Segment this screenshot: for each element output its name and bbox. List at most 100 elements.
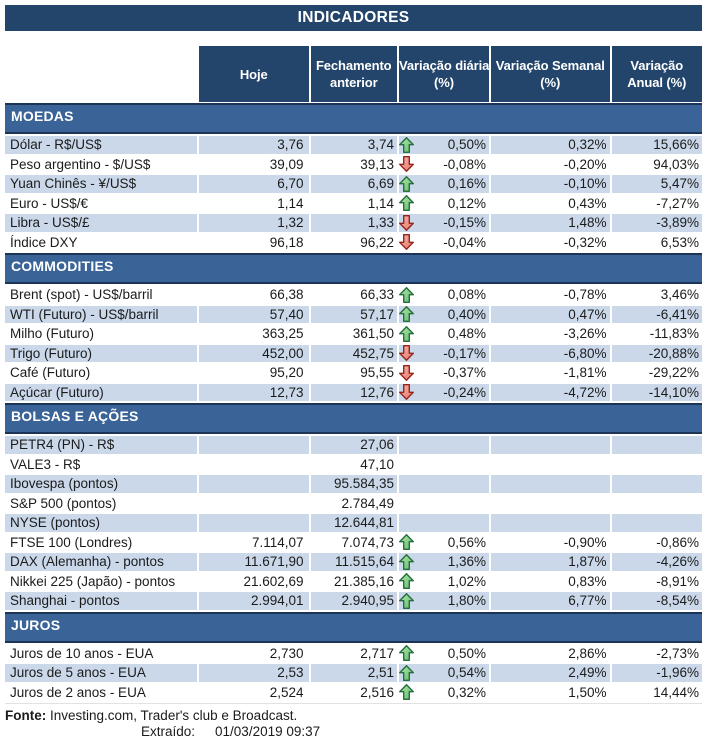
fechamento-anterior-value: 21.385,16 — [310, 572, 399, 592]
section-title: MOEDAS — [5, 103, 702, 134]
fechamento-anterior-value: 11.515,64 — [310, 553, 399, 573]
variacao-semanal-value: -0,90% — [491, 533, 612, 553]
hoje-value: 2,524 — [199, 683, 311, 703]
variacao-anual-value: -2,73% — [611, 644, 702, 664]
variacao-semanal-value: 6,77% — [491, 592, 612, 612]
section-title: BOLSAS E AÇÕES — [5, 403, 702, 434]
hoje-value: 452,00 — [199, 344, 311, 364]
fechamento-anterior-value: 2.940,95 — [310, 592, 399, 612]
row-label: Dólar - R$/US$ — [5, 136, 199, 156]
variacao-diaria-value: 0,12% — [447, 195, 486, 211]
fechamento-anterior-value: 27,06 — [310, 436, 399, 456]
row-label: Brent (spot) - US$/barril — [5, 286, 199, 306]
down-arrow-icon — [399, 364, 414, 381]
variacao-diaria-cell — [399, 436, 491, 456]
row-label: Café (Futuro) — [5, 364, 199, 384]
variacao-anual-value: -11,83% — [611, 325, 702, 345]
fechamento-anterior-value: 66,33 — [310, 286, 399, 306]
up-arrow-icon — [399, 645, 414, 662]
variacao-diaria-value: -0,15% — [443, 215, 486, 231]
up-arrow-icon — [399, 553, 414, 570]
variacao-diaria-cell — [399, 494, 491, 514]
table-row: Índice DXY 96,18 96,22 -0,04% -0,32% 6,5… — [5, 233, 702, 253]
column-header-line: (%) — [434, 75, 454, 90]
row-label: PETR4 (PN) - R$ — [5, 436, 199, 456]
table-row: Trigo (Futuro) 452,00 452,75 -0,17% -6,8… — [5, 344, 702, 364]
hoje-value — [199, 436, 311, 456]
fechamento-anterior-value: 47,10 — [310, 455, 399, 475]
row-label: WTI (Futuro) - US$/barril — [5, 305, 199, 325]
hoje-value: 2,730 — [199, 644, 311, 664]
hoje-value: 7.114,07 — [199, 533, 311, 553]
variacao-diaria-cell: -0,08% — [399, 155, 491, 175]
spacer-cell — [5, 134, 702, 136]
variacao-diaria-value: -0,17% — [443, 345, 486, 361]
fechamento-anterior-value: 452,75 — [310, 344, 399, 364]
hoje-value: 363,25 — [199, 325, 311, 345]
fechamento-anterior-value: 7.074,73 — [310, 533, 399, 553]
variacao-anual-value: 15,66% — [611, 136, 702, 156]
variacao-semanal-value: 2,86% — [491, 644, 612, 664]
variacao-diaria-value: -0,08% — [443, 156, 486, 172]
table-row: Açúcar (Futuro) 12,73 12,76 -0,24% -4,72… — [5, 383, 702, 403]
section-spacer — [5, 434, 702, 436]
header-row: Hoje Fechamento anterior Variação diária (… — [5, 46, 702, 103]
row-label: Nikkei 225 (Japão) - pontos — [5, 572, 199, 592]
spacer-cell — [5, 642, 702, 645]
variacao-diaria-value: 0,16% — [447, 176, 486, 192]
fechamento-anterior-value: 1,14 — [310, 194, 399, 214]
variacao-diaria-value: 0,48% — [447, 326, 486, 342]
variacao-diaria-cell: 0,08% — [399, 286, 491, 306]
variacao-semanal-value — [491, 475, 612, 495]
fechamento-anterior-value: 96,22 — [310, 233, 399, 253]
fechamento-anterior-value: 2,717 — [310, 644, 399, 664]
hoje-value: 66,38 — [199, 286, 311, 306]
table-row: Dólar - R$/US$ 3,76 3,74 0,50% 0,32% 15,… — [5, 136, 702, 156]
variacao-semanal-value: 1,87% — [491, 553, 612, 573]
variacao-semanal-value: 1,48% — [491, 214, 612, 234]
up-arrow-icon — [399, 592, 414, 609]
row-label: FTSE 100 (Londres) — [5, 533, 199, 553]
section-title: COMMODITIES — [5, 253, 702, 284]
row-label: Juros de 5 anos - EUA — [5, 664, 199, 684]
table-row: NYSE (pontos) 12.644,81 — [5, 514, 702, 534]
down-arrow-icon — [399, 234, 414, 251]
variacao-semanal-value: -0,10% — [491, 175, 612, 195]
row-label: Trigo (Futuro) — [5, 344, 199, 364]
variacao-diaria-value: -0,37% — [443, 365, 486, 381]
variacao-semanal-value: 1,50% — [491, 683, 612, 703]
column-header-line: Variação Semanal — [495, 58, 605, 73]
hoje-value: 57,40 — [199, 305, 311, 325]
table-row: DAX (Alemanha) - pontos 11.671,90 11.515… — [5, 553, 702, 573]
table-row: VALE3 - R$ 47,10 — [5, 455, 702, 475]
row-label: Euro - US$/€ — [5, 194, 199, 214]
fechamento-anterior-value: 2.784,49 — [310, 494, 399, 514]
table-row: Shanghai - pontos 2.994,01 2.940,95 1,80… — [5, 592, 702, 612]
column-header-0: Hoje — [199, 46, 311, 103]
table-row: WTI (Futuro) - US$/barril 57,40 57,17 0,… — [5, 305, 702, 325]
variacao-diaria-cell: 0,50% — [399, 644, 491, 664]
variacao-diaria-cell: 0,48% — [399, 325, 491, 345]
column-header-1: Fechamento anterior — [310, 46, 399, 103]
variacao-semanal-value: -6,80% — [491, 344, 612, 364]
column-header-line: Hoje — [239, 66, 268, 82]
variacao-diaria-cell: 0,32% — [399, 683, 491, 703]
row-label: Libra - US$/£ — [5, 214, 199, 234]
footer-source-text: Investing.com, Trader's club e Broadcast… — [50, 708, 298, 723]
variacao-semanal-value: -0,20% — [491, 155, 612, 175]
column-header-line: Variação — [630, 58, 684, 73]
up-arrow-icon — [399, 664, 414, 681]
variacao-diaria-value: 0,54% — [447, 665, 486, 681]
up-arrow-icon — [399, 286, 414, 303]
variacao-diaria-value: 0,32% — [447, 684, 486, 700]
variacao-anual-value: -14,10% — [611, 383, 702, 403]
variacao-semanal-value — [491, 436, 612, 456]
variacao-diaria-cell: 0,56% — [399, 533, 491, 553]
hoje-value: 11.671,90 — [199, 553, 311, 573]
spacer-cell — [5, 434, 702, 436]
table-bottom-divider — [5, 703, 702, 704]
table-row: Peso argentino - $/US$ 39,09 39,13 -0,08… — [5, 155, 702, 175]
hoje-value: 96,18 — [199, 233, 311, 253]
table-row: Libra - US$/£ 1,32 1,33 -0,15% 1,48% -3,… — [5, 214, 702, 234]
variacao-anual-value — [611, 455, 702, 475]
